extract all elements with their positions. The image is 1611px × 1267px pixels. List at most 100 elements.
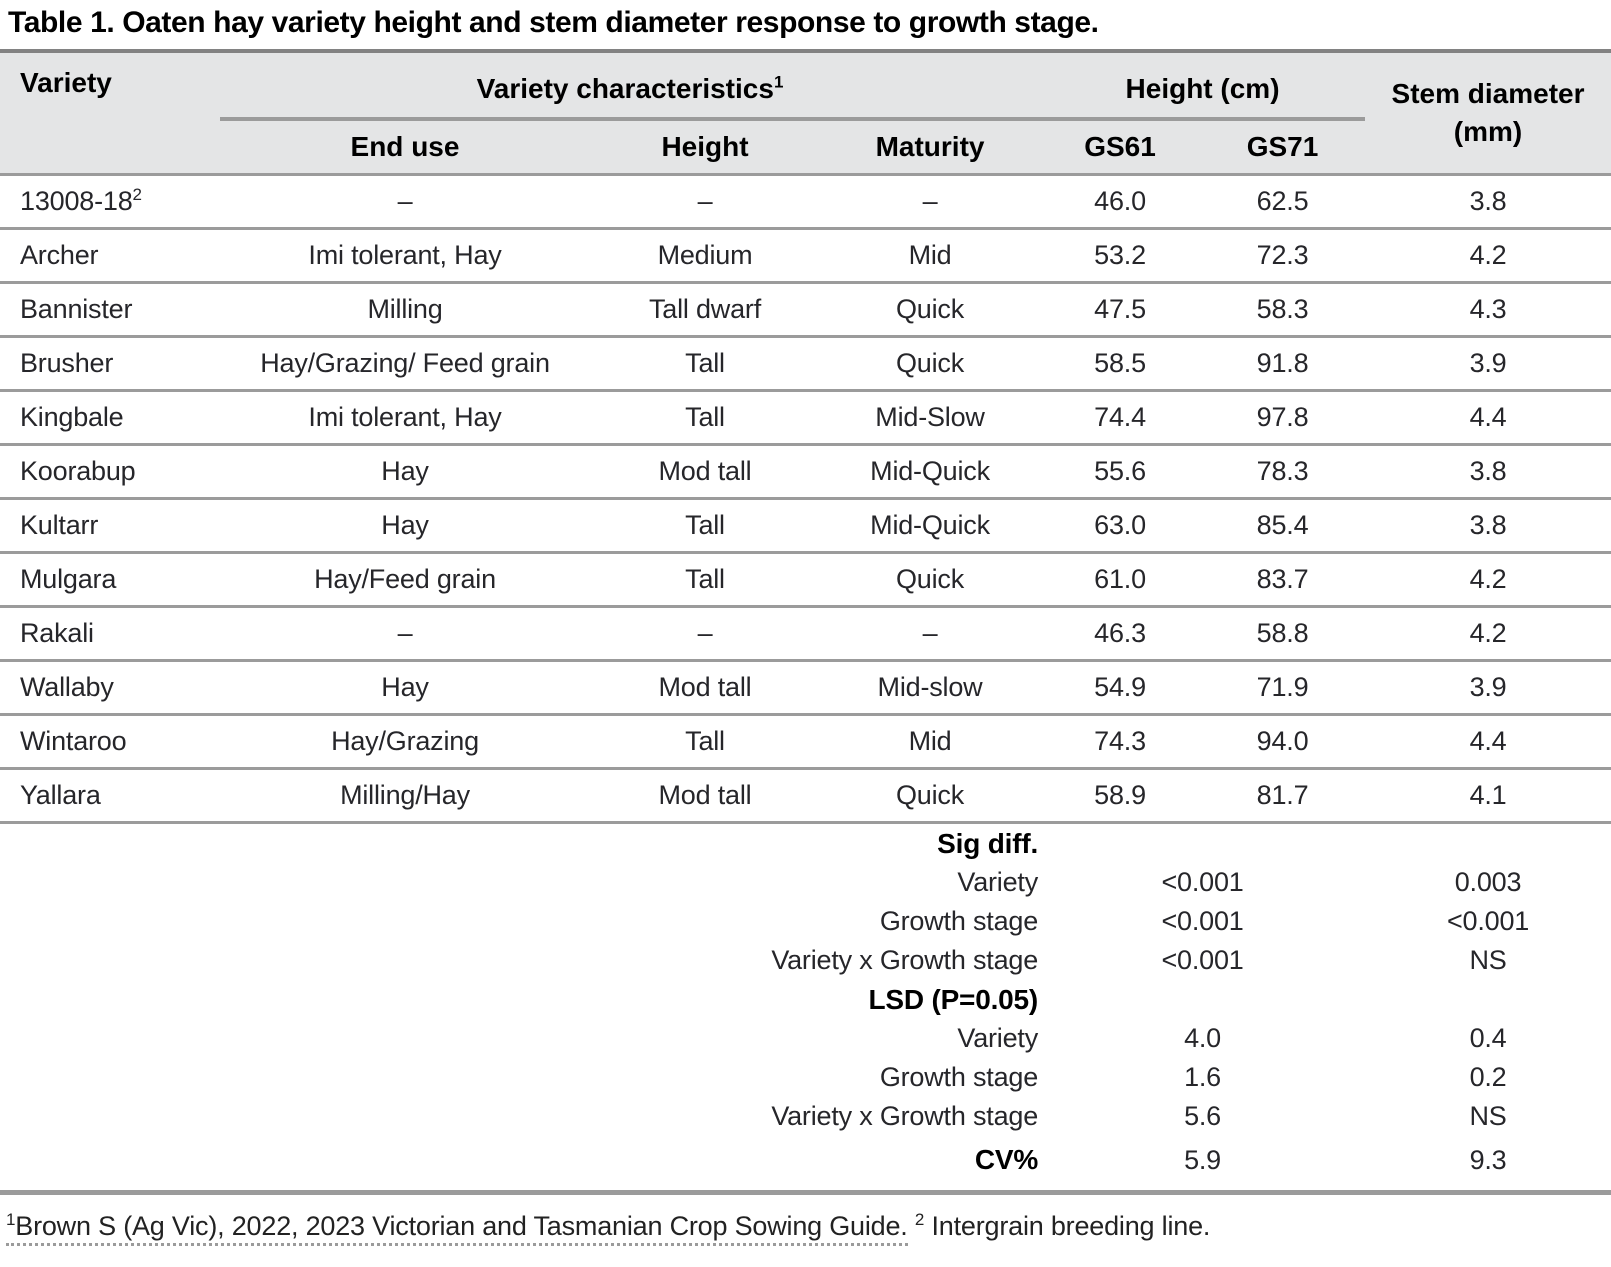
header-row-groups: Variety Variety characteristics1 Height … xyxy=(0,49,1611,176)
col-header-gs61: GS61 xyxy=(1040,119,1201,176)
stats-row: CV% 5.9 9.3 xyxy=(0,1136,1611,1195)
stat-height-value: <0.001 xyxy=(1161,945,1244,975)
cell-stem-diameter: 3.8 xyxy=(1365,444,1611,500)
table-row: Koorabup Hay Mod tall Mid-Quick 55.6 78.3 3.8 xyxy=(0,444,1611,500)
cell-variety: 13008-182 xyxy=(0,174,220,230)
stat-height-value: 4.0 xyxy=(1184,1023,1221,1053)
stats-row: Variety 4.0 0.4 xyxy=(0,1019,1611,1058)
cell-stem-diameter: 4.2 xyxy=(1365,228,1611,284)
cell-maturity: Quick xyxy=(820,282,1041,338)
variety-name: 13008-18 xyxy=(20,186,133,216)
variety-name: Bannister xyxy=(20,294,133,324)
cell-height: Medium xyxy=(590,228,820,284)
cell-gs61: 46.3 xyxy=(1040,606,1201,662)
stat-label: Variety xyxy=(957,867,1039,897)
header-row-subcolumns: End use Height Maturity GS61 GS71 xyxy=(0,119,1611,176)
cell-variety: Brusher xyxy=(0,336,220,392)
cell-end-use: – xyxy=(220,174,590,230)
stats-row: Variety x Growth stage 5.6 NS xyxy=(0,1097,1611,1136)
col-header-height: Height xyxy=(590,119,820,176)
cell-stem-diameter: 3.8 xyxy=(1365,174,1611,230)
variety-name: Rakali xyxy=(20,618,94,648)
cell-height: Tall xyxy=(590,390,820,446)
cell-stem-diameter: 4.4 xyxy=(1365,390,1611,446)
cell-stem-diameter: 4.3 xyxy=(1365,282,1611,338)
cell-gs71: 97.8 xyxy=(1200,390,1366,446)
cell-maturity: Quick xyxy=(820,336,1041,392)
cell-gs71: 62.5 xyxy=(1200,174,1366,230)
variety-name: Mulgara xyxy=(20,564,117,594)
cell-gs61: 58.5 xyxy=(1040,336,1201,392)
cell-end-use: Hay/Grazing xyxy=(220,714,590,770)
footnote-citation-link[interactable]: 1Brown S (Ag Vic), 2022, 2023 Victorian … xyxy=(6,1211,908,1246)
stat-label: Variety x Growth stage xyxy=(771,1101,1039,1131)
cell-end-use: Milling/Hay xyxy=(220,768,590,824)
footnote-citation-text: Brown S (Ag Vic), 2022, 2023 Victorian a… xyxy=(15,1211,908,1241)
cell-end-use: Imi tolerant, Hay xyxy=(220,228,590,284)
variety-characteristics-label: Variety characteristics xyxy=(476,73,774,104)
stat-stem-value: NS xyxy=(1469,945,1507,975)
stat-stem-value: NS xyxy=(1469,1101,1507,1131)
cell-maturity: Mid xyxy=(820,714,1041,770)
variety-name: Kultarr xyxy=(20,510,99,540)
oaten-hay-table: Variety Variety characteristics1 Height … xyxy=(0,49,1611,1195)
cell-end-use: Hay xyxy=(220,498,590,554)
table-row: Wintaroo Hay/Grazing Tall Mid 74.3 94.0 4.4 xyxy=(0,714,1611,770)
footnote: 1Brown S (Ag Vic), 2022, 2023 Victorian … xyxy=(6,1210,1611,1246)
cell-gs71: 81.7 xyxy=(1200,768,1366,824)
table-row: Kingbale Imi tolerant, Hay Tall Mid-Slow 74.… xyxy=(0,390,1611,446)
cell-gs61: 63.0 xyxy=(1040,498,1201,554)
footnote-marker-1: 1 xyxy=(773,72,784,92)
stat-stem-value: <0.001 xyxy=(1446,906,1530,936)
col-header-height-cm: Height (cm) xyxy=(1040,49,1366,121)
cell-maturity: Mid-Quick xyxy=(820,498,1041,554)
cell-stem-diameter: 3.9 xyxy=(1365,660,1611,716)
table-title: Table 1. Oaten hay variety height and st… xyxy=(8,6,1099,39)
cell-maturity: – xyxy=(820,606,1041,662)
stat-stem-value: 0.2 xyxy=(1469,1062,1507,1092)
cell-maturity: – xyxy=(820,174,1041,230)
cell-gs61: 61.0 xyxy=(1040,552,1201,608)
cell-gs61: 74.3 xyxy=(1040,714,1201,770)
cell-height: Tall xyxy=(590,498,820,554)
stat-stem-value: 0.003 xyxy=(1454,867,1522,897)
cell-end-use: Hay/Grazing/ Feed grain xyxy=(220,336,590,392)
cell-variety: Yallara xyxy=(0,768,220,824)
cell-maturity: Quick xyxy=(820,552,1041,608)
variety-name: Wintaroo xyxy=(20,726,127,756)
table-row: Wallaby Hay Mod tall Mid-slow 54.9 71.9 3.9 xyxy=(0,660,1611,716)
variety-name: Koorabup xyxy=(20,456,136,486)
cell-gs71: 78.3 xyxy=(1200,444,1366,500)
table-row: Mulgara Hay/Feed grain Tall Quick 61.0 83.7 4.… xyxy=(0,552,1611,608)
stats-row: Variety x Growth stage <0.001 NS xyxy=(0,941,1611,980)
stat-height-value: <0.001 xyxy=(1161,867,1244,897)
stat-label: CV% xyxy=(0,1136,1041,1195)
variety-name: Wallaby xyxy=(20,672,114,702)
footnote-marker-2: 2 xyxy=(132,185,142,204)
col-header-end-use: End use xyxy=(220,119,590,176)
cell-stem-diameter: 3.8 xyxy=(1365,498,1611,554)
cell-variety: Koorabup xyxy=(0,444,220,500)
cell-gs71: 83.7 xyxy=(1200,552,1366,608)
stat-height-value: 1.6 xyxy=(1184,1062,1221,1092)
cell-maturity: Mid-Quick xyxy=(820,444,1041,500)
cell-maturity: Quick xyxy=(820,768,1041,824)
stat-label: Variety x Growth stage xyxy=(771,945,1039,975)
stat-height-value: <0.001 xyxy=(1161,906,1244,936)
stats-row: Sig diff. xyxy=(0,823,1611,864)
cell-variety: Mulgara xyxy=(0,552,220,608)
table-row: Bannister Milling Tall dwarf Quick 47.5 58.3 4… xyxy=(0,282,1611,338)
stat-label: Sig diff. xyxy=(937,827,1039,859)
stats-row: LSD (P=0.05) xyxy=(0,980,1611,1019)
footnote-sup-1: 1 xyxy=(6,1210,16,1229)
stats-row: Variety <0.001 0.003 xyxy=(0,863,1611,902)
cell-height: Mod tall xyxy=(590,768,820,824)
cell-variety: Kultarr xyxy=(0,498,220,554)
cell-height: – xyxy=(590,174,820,230)
stat-stem-value xyxy=(1365,823,1611,864)
cell-end-use: Hay xyxy=(220,660,590,716)
cell-gs71: 58.8 xyxy=(1200,606,1366,662)
cell-gs61: 54.9 xyxy=(1040,660,1201,716)
col-header-variety: Variety xyxy=(0,49,220,176)
footnote-sup-2: 2 xyxy=(914,1210,925,1229)
